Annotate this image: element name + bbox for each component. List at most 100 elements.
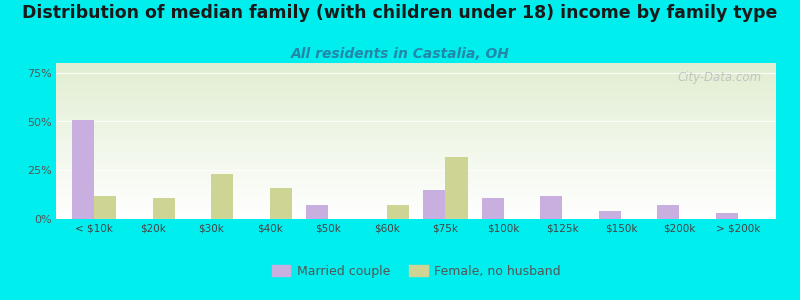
Bar [598, 211, 621, 219]
Bar [56, 112, 776, 113]
Bar [56, 218, 776, 219]
Bar [56, 117, 776, 118]
Bar [540, 196, 562, 219]
Bar [56, 175, 776, 176]
Bar [56, 202, 776, 203]
Bar [56, 173, 776, 174]
Bar [56, 108, 776, 109]
Bar [56, 153, 776, 154]
Bar [56, 127, 776, 128]
Bar [56, 133, 776, 134]
Bar [56, 131, 776, 132]
Bar [56, 100, 776, 101]
Bar [56, 199, 776, 200]
Bar [211, 174, 234, 219]
Bar [56, 144, 776, 145]
Bar [56, 116, 776, 117]
Bar [56, 170, 776, 171]
Bar [56, 215, 776, 216]
Bar [56, 159, 776, 160]
Bar [56, 138, 776, 139]
Bar [56, 75, 776, 76]
Bar [56, 111, 776, 112]
Text: Distribution of median family (with children under 18) income by family type: Distribution of median family (with chil… [22, 4, 778, 22]
Bar [56, 150, 776, 151]
Bar [56, 174, 776, 175]
Bar [56, 88, 776, 89]
Bar [56, 147, 776, 148]
Bar [56, 181, 776, 182]
Bar [56, 78, 776, 79]
Bar [56, 208, 776, 209]
Bar [56, 135, 776, 136]
Bar [56, 186, 776, 187]
Bar [56, 74, 776, 75]
Bar [153, 197, 175, 219]
Bar [56, 155, 776, 156]
Bar [56, 102, 776, 103]
Bar [56, 118, 776, 119]
Bar [56, 192, 776, 193]
Bar [56, 212, 776, 213]
Bar [56, 68, 776, 69]
Bar [56, 85, 776, 86]
Bar [56, 64, 776, 65]
Bar [716, 213, 738, 219]
Bar [56, 120, 776, 121]
Bar [56, 194, 776, 195]
Bar [56, 156, 776, 157]
Bar [56, 180, 776, 181]
Bar [56, 115, 776, 116]
Bar [56, 91, 776, 92]
Bar [56, 82, 776, 83]
Bar [306, 205, 328, 219]
Bar [56, 128, 776, 129]
Bar [56, 166, 776, 167]
Bar [56, 93, 776, 94]
Bar [446, 157, 467, 219]
Bar [56, 121, 776, 122]
Bar [56, 139, 776, 140]
Bar [56, 89, 776, 90]
Bar [56, 163, 776, 164]
Bar [56, 185, 776, 186]
Text: All residents in Castalia, OH: All residents in Castalia, OH [290, 46, 510, 61]
Bar [56, 158, 776, 159]
Bar [56, 143, 776, 144]
Bar [56, 136, 776, 137]
Bar [56, 162, 776, 163]
Bar [56, 83, 776, 84]
Bar [56, 140, 776, 141]
Bar [56, 109, 776, 110]
Bar [56, 118, 776, 119]
Bar [56, 179, 776, 180]
Bar [56, 99, 776, 100]
Bar [56, 87, 776, 88]
Bar [56, 168, 776, 169]
Bar [56, 103, 776, 104]
Bar [56, 82, 776, 83]
Bar [56, 137, 776, 138]
Bar [56, 165, 776, 166]
Bar [56, 161, 776, 162]
Bar [56, 141, 776, 142]
Bar [56, 124, 776, 125]
Bar [56, 184, 776, 185]
Bar [56, 201, 776, 202]
Bar [56, 79, 776, 80]
Bar [56, 132, 776, 133]
Bar [56, 86, 776, 87]
Bar [56, 104, 776, 105]
Bar [56, 187, 776, 188]
Bar [56, 113, 776, 114]
Bar [657, 205, 679, 219]
Bar [56, 197, 776, 198]
Bar [56, 182, 776, 183]
Bar [56, 167, 776, 168]
Bar [56, 72, 776, 73]
Bar [56, 123, 776, 124]
Bar [56, 95, 776, 96]
Bar [423, 190, 446, 219]
Bar [56, 98, 776, 99]
Bar [56, 110, 776, 111]
